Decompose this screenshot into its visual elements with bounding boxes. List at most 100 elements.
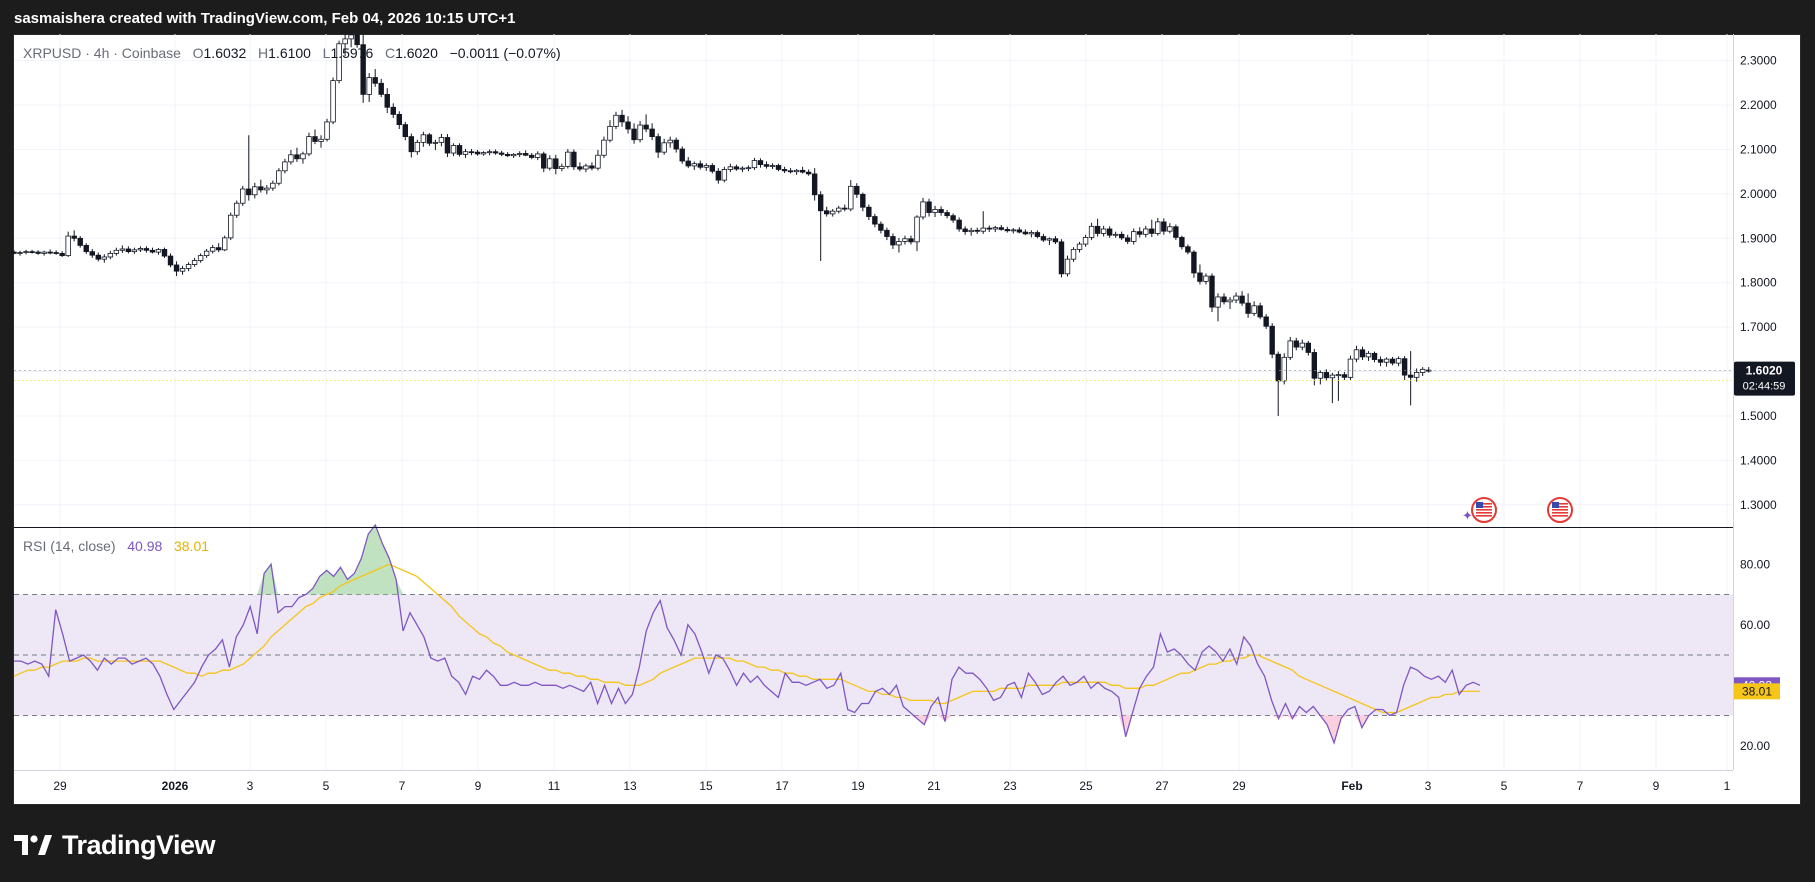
candle[interactable] bbox=[366, 73, 372, 102]
candle[interactable] bbox=[1197, 264, 1203, 285]
candle[interactable] bbox=[234, 200, 240, 218]
candle[interactable] bbox=[197, 253, 204, 263]
candle[interactable] bbox=[125, 246, 132, 254]
candle[interactable] bbox=[619, 109, 625, 127]
candle[interactable] bbox=[191, 257, 198, 267]
candle[interactable] bbox=[173, 261, 180, 277]
candle[interactable] bbox=[107, 250, 114, 260]
candle[interactable] bbox=[47, 249, 53, 255]
candle[interactable] bbox=[589, 162, 595, 171]
us-flag-event-icon[interactable] bbox=[1547, 497, 1573, 523]
candle[interactable] bbox=[240, 185, 246, 206]
candle[interactable] bbox=[1118, 231, 1125, 241]
candle[interactable] bbox=[721, 166, 728, 183]
candle[interactable] bbox=[1401, 356, 1408, 380]
candle[interactable] bbox=[920, 197, 926, 220]
candle[interactable] bbox=[926, 198, 932, 217]
candle[interactable] bbox=[1131, 228, 1137, 245]
candle[interactable] bbox=[486, 149, 493, 156]
candle[interactable] bbox=[878, 221, 884, 234]
candle[interactable] bbox=[974, 227, 980, 234]
candle[interactable] bbox=[1203, 273, 1209, 285]
candle[interactable] bbox=[1353, 345, 1360, 363]
candle[interactable] bbox=[1287, 336, 1293, 361]
candle[interactable] bbox=[65, 231, 71, 257]
candle[interactable] bbox=[306, 132, 312, 157]
candle[interactable] bbox=[1028, 230, 1035, 238]
candle[interactable] bbox=[655, 133, 661, 158]
candle[interactable] bbox=[938, 206, 944, 216]
candle[interactable] bbox=[559, 163, 565, 172]
candle[interactable] bbox=[1377, 356, 1384, 367]
candle[interactable] bbox=[41, 250, 47, 256]
candle[interactable] bbox=[1329, 372, 1336, 404]
candle[interactable] bbox=[179, 265, 186, 275]
candle[interactable] bbox=[312, 129, 318, 145]
candle[interactable] bbox=[571, 149, 577, 170]
candle[interactable] bbox=[23, 249, 29, 255]
candle[interactable] bbox=[342, 33, 348, 57]
candle[interactable] bbox=[1359, 346, 1366, 361]
candle[interactable] bbox=[1088, 222, 1095, 241]
candle[interactable] bbox=[1094, 218, 1101, 237]
candle[interactable] bbox=[215, 243, 222, 253]
candle[interactable] bbox=[1106, 226, 1113, 238]
candle[interactable] bbox=[1221, 293, 1227, 305]
candle[interactable] bbox=[703, 163, 709, 171]
candle[interactable] bbox=[1125, 234, 1131, 245]
candle[interactable] bbox=[565, 149, 571, 169]
candle[interactable] bbox=[848, 180, 854, 212]
candle[interactable] bbox=[1064, 255, 1071, 277]
candle[interactable] bbox=[908, 235, 914, 245]
candle[interactable] bbox=[149, 247, 156, 254]
candle[interactable] bbox=[1317, 370, 1324, 385]
candle[interactable] bbox=[318, 135, 324, 148]
candle[interactable] bbox=[980, 211, 986, 234]
candle[interactable] bbox=[1016, 227, 1023, 234]
candle[interactable] bbox=[1046, 237, 1053, 245]
candle[interactable] bbox=[1076, 241, 1083, 253]
candle[interactable] bbox=[854, 183, 860, 198]
candle[interactable] bbox=[378, 78, 384, 98]
candle[interactable] bbox=[637, 121, 643, 143]
candle[interactable] bbox=[769, 163, 776, 170]
candle[interactable] bbox=[95, 252, 101, 262]
candle[interactable] bbox=[842, 204, 848, 212]
candle[interactable] bbox=[547, 155, 553, 171]
candle[interactable] bbox=[1275, 351, 1281, 416]
candle[interactable] bbox=[1257, 302, 1263, 320]
candle[interactable] bbox=[805, 169, 812, 176]
candle[interactable] bbox=[709, 163, 716, 174]
symbol-label[interactable]: XRPUSD · 4h · Coinbase bbox=[23, 45, 181, 61]
candle[interactable] bbox=[950, 213, 956, 223]
candle[interactable] bbox=[348, 33, 354, 48]
candle[interactable] bbox=[715, 168, 722, 184]
candle[interactable] bbox=[1143, 225, 1149, 238]
candle[interactable] bbox=[739, 166, 746, 173]
candle[interactable] bbox=[1419, 367, 1426, 376]
us-flag-event-icon[interactable] bbox=[1471, 497, 1497, 523]
candle[interactable] bbox=[1185, 244, 1191, 255]
candle[interactable] bbox=[1167, 223, 1173, 234]
candle[interactable] bbox=[474, 149, 481, 156]
candle[interactable] bbox=[944, 209, 950, 219]
candle[interactable] bbox=[17, 250, 23, 256]
candle[interactable] bbox=[270, 180, 276, 191]
candle[interactable] bbox=[336, 40, 342, 84]
candles[interactable] bbox=[11, 33, 1432, 416]
candle[interactable] bbox=[462, 149, 469, 158]
sparkle-icon[interactable]: ✦ bbox=[1462, 509, 1473, 524]
candle[interactable] bbox=[1383, 357, 1390, 367]
candle[interactable] bbox=[1010, 228, 1017, 234]
candle[interactable] bbox=[932, 205, 938, 217]
candle[interactable] bbox=[679, 146, 685, 164]
candle[interactable] bbox=[1293, 337, 1299, 351]
candle[interactable] bbox=[294, 147, 300, 162]
candle[interactable] bbox=[276, 168, 282, 186]
candle[interactable] bbox=[1179, 235, 1185, 250]
candle[interactable] bbox=[390, 103, 396, 118]
candle[interactable] bbox=[324, 118, 330, 142]
candle[interactable] bbox=[209, 244, 216, 254]
candle[interactable] bbox=[504, 152, 511, 158]
candle[interactable] bbox=[1004, 226, 1010, 233]
